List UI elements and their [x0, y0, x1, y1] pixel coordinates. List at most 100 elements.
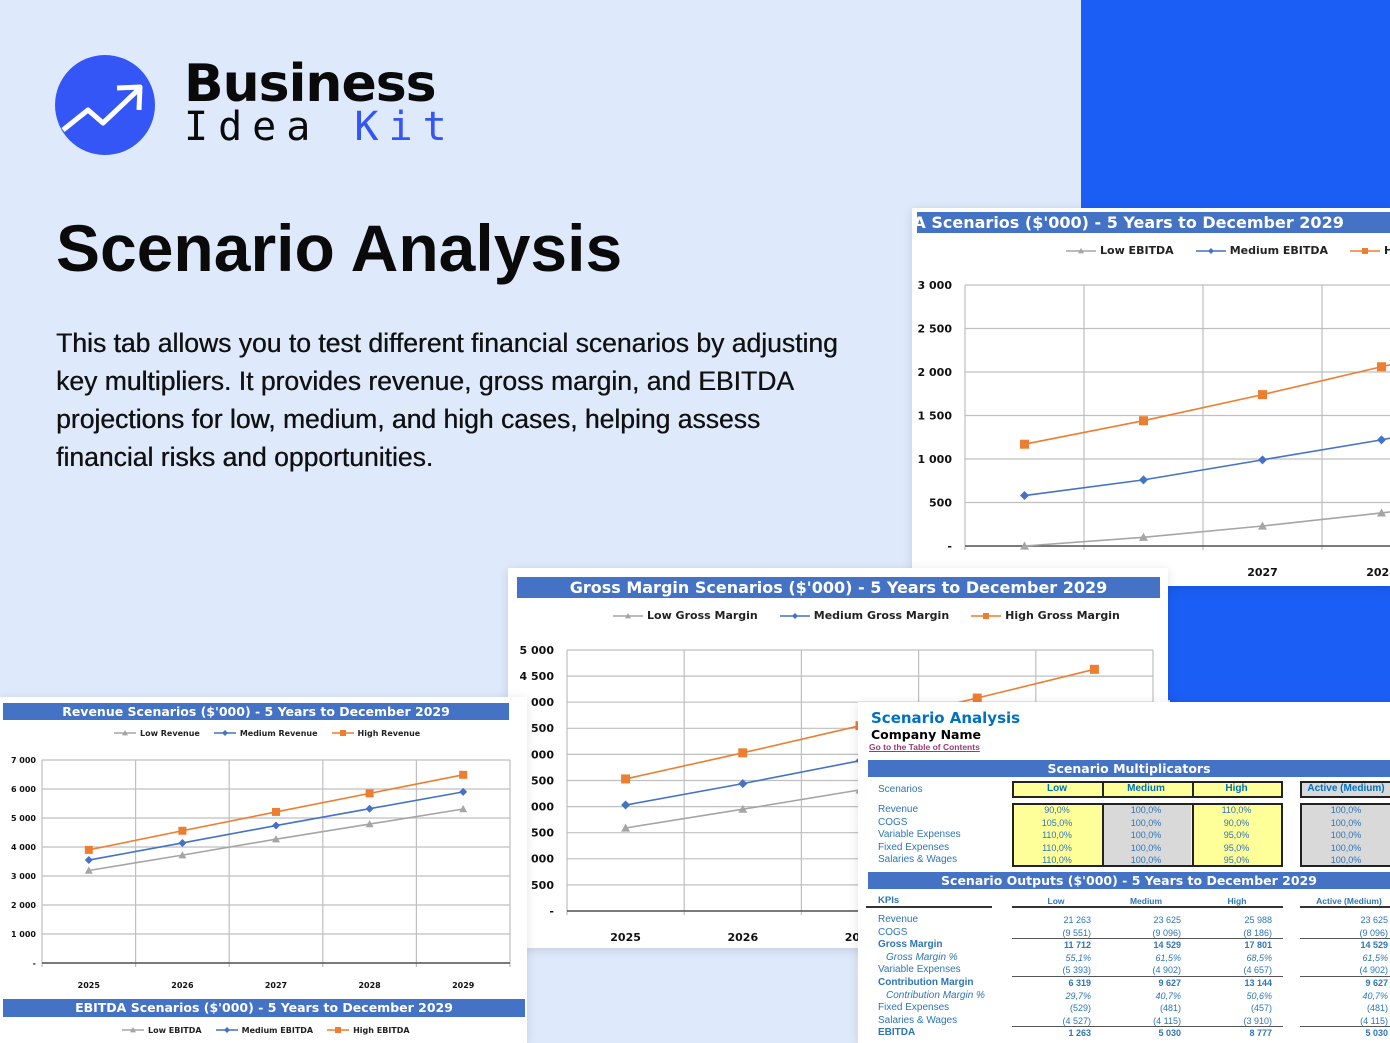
multiplier-input-cell[interactable]: 100,0%: [1130, 842, 1162, 853]
output-value-cell: 29,7%: [1065, 990, 1091, 1001]
medium-column-fill: [1102, 805, 1191, 865]
gross-margin-chart-legend: Low Gross Margin Medium Gross Margin High …: [613, 609, 1120, 622]
multiplier-input-cell[interactable]: 110,0%: [1221, 805, 1252, 815]
output-value-cell: (4 115): [1360, 1015, 1388, 1026]
series-high-ebitda: [1020, 362, 1390, 449]
multiplier-input-cell[interactable]: 95,0%: [1223, 855, 1250, 866]
output-value-cell: 1 263: [1068, 1028, 1091, 1039]
chart-svg: - 1 000 2 000 3 000 4 000 5 000 6 000 7 000 2025…: [11, 756, 511, 990]
y-tick-label: 1 000: [520, 853, 555, 866]
multiplier-input-cell: 100,0%: [1330, 842, 1362, 853]
output-value-cell: 9 627: [1158, 978, 1181, 988]
x-tick-label: 2029: [452, 981, 475, 990]
legend-item: Low Revenue: [114, 728, 200, 738]
series-line: [1024, 364, 1390, 445]
output-value-cell: (3 910): [1243, 1015, 1272, 1026]
multiplier-row-label: Salaries & Wages: [878, 854, 958, 866]
multiplier-input-cell[interactable]: 100,0%: [1130, 805, 1162, 815]
legend-item: High EBITDA: [1350, 244, 1390, 257]
table-of-contents-link[interactable]: Go to the Table of Contents: [869, 742, 980, 752]
output-column-header: Low: [1047, 896, 1065, 906]
subtotal-line: [1300, 1026, 1390, 1028]
output-value-cell: (4 902): [1359, 965, 1388, 976]
legend-item: Medium Revenue: [213, 728, 318, 738]
revenue-chart-legend: Low Revenue Medium Revenue High Revenue: [114, 728, 420, 738]
subtotal-line: [1300, 976, 1390, 977]
legend-label: High EBITDA: [353, 1025, 410, 1035]
legend-label: Low EBITDA: [1100, 244, 1174, 257]
output-value-cell: 14 529: [1360, 940, 1388, 951]
output-value-cell: (9 096): [1152, 927, 1181, 938]
output-value-cell: (4 902): [1152, 965, 1181, 976]
triangle-marker-icon: [114, 730, 136, 736]
decorative-blue-block-lower: [1170, 590, 1390, 702]
output-value-cell: (4 115): [1153, 1015, 1181, 1026]
y-tick-label: 2 500: [918, 322, 953, 335]
y-tick-label: -: [33, 959, 36, 968]
logo-trend-arrow-icon: [55, 55, 155, 155]
subtotal-line: [1012, 1026, 1283, 1028]
multiplier-input-cell: 100,0%: [1330, 817, 1362, 828]
output-value-cell: 40,7%: [1362, 990, 1388, 1001]
undefined: [223, 1027, 230, 1033]
multiplier-row-label: COGS: [878, 816, 908, 828]
y-tick-label: 2 000: [918, 366, 953, 379]
multiplier-input-cell[interactable]: 100,0%: [1130, 830, 1162, 841]
multiplier-input-cell[interactable]: 105,0%: [1041, 817, 1073, 828]
output-value-cell: (9 551): [1062, 927, 1091, 938]
output-row-label: Contribution Margin %: [886, 989, 985, 1001]
multiplier-input-cell[interactable]: 110,0%: [1042, 855, 1072, 866]
data-point: [972, 693, 982, 703]
output-row-label: Variable Expenses: [878, 964, 961, 976]
column-divider: [1192, 781, 1194, 798]
square-marker-icon: [971, 612, 1002, 619]
multiplier-input-cell[interactable]: 90,0%: [1044, 805, 1070, 815]
multiplier-input-cell[interactable]: 95,0%: [1223, 842, 1250, 853]
multiplier-input-cell[interactable]: 110,0%: [1042, 842, 1072, 853]
y-tick-label: 1 500: [918, 409, 953, 422]
legend-item: Low Gross Margin: [613, 609, 758, 622]
multiplier-input-cell[interactable]: 100,0%: [1130, 817, 1162, 828]
undefined: [791, 612, 798, 619]
series-medium-revenue: [84, 787, 468, 865]
gross-margin-chart-title: Gross Margin Scenarios ($'000) - 5 Years…: [517, 577, 1160, 598]
output-value-cell: 8 777: [1249, 1028, 1272, 1039]
page-title: Scenario Analysis: [56, 211, 623, 285]
x-tick-label: 2028: [358, 981, 381, 990]
multiplier-row-label: Variable Expenses: [878, 829, 961, 841]
output-value-cell: 5 030: [1365, 1028, 1388, 1039]
multiplier-input-cell: 100,0%: [1330, 830, 1362, 841]
legend-label: Medium Gross Margin: [813, 609, 950, 622]
output-value-cell: (457): [1250, 1003, 1272, 1014]
y-tick-label: 500: [929, 496, 952, 509]
data-point: [1139, 416, 1148, 426]
multiplier-input-cell[interactable]: 90,0%: [1223, 817, 1250, 828]
data-point: [1020, 491, 1029, 501]
triangle-marker-icon: [1066, 247, 1096, 253]
sheet-title: Scenario Analysis: [871, 709, 1021, 727]
multiplier-row-label: Fixed Expenses: [878, 841, 950, 853]
output-value-cell: (5 393): [1062, 965, 1091, 976]
output-value-cell: (9 096): [1359, 927, 1388, 938]
column-divider: [1102, 781, 1104, 798]
output-column-header: Medium: [1129, 896, 1163, 906]
output-value-cell: 23 625: [1153, 915, 1181, 925]
data-point: [365, 820, 374, 828]
output-value-cell: 50,6%: [1246, 990, 1272, 1001]
multiplier-input-cell[interactable]: 110,0%: [1042, 830, 1072, 841]
legend-label: High Revenue: [357, 728, 421, 738]
x-tick-label: 2028: [1366, 566, 1390, 579]
square-marker-icon: [327, 1027, 350, 1033]
data-point: [1258, 455, 1267, 465]
x-tick-label: 2026: [171, 981, 194, 990]
output-row-label: Fixed Expenses: [878, 1002, 950, 1014]
y-tick-label: 3 000: [918, 279, 953, 292]
multiplier-input-cell[interactable]: 95,0%: [1223, 830, 1250, 841]
data-point: [365, 789, 374, 798]
multiplier-input-cell[interactable]: 100,0%: [1130, 855, 1162, 866]
output-row-label: Gross Margin: [878, 939, 943, 951]
data-point: [621, 774, 631, 784]
multiplier-column-header: Low: [1047, 783, 1067, 794]
multiplier-row-label: Revenue: [878, 804, 919, 815]
